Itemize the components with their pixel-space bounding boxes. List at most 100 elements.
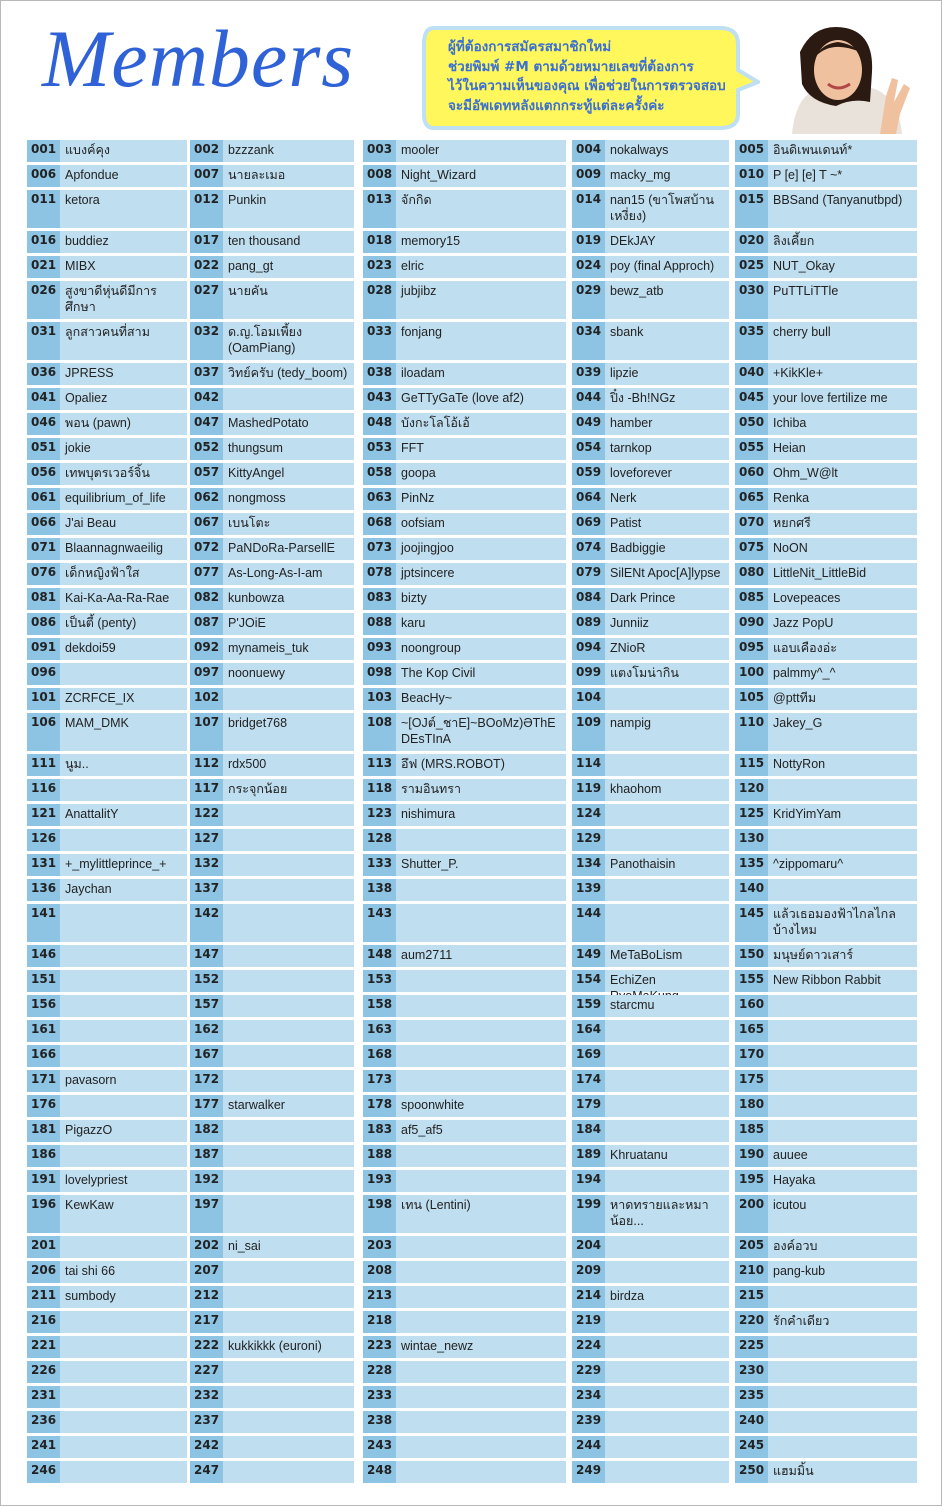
member-number: 184 (572, 1120, 605, 1142)
member-name: nishimura (401, 807, 456, 821)
member-number: 171 (27, 1070, 60, 1092)
member-cell: 168 (363, 1045, 566, 1067)
member-name: noongroup (401, 641, 461, 655)
member-cell: 191 lovelypriest (27, 1170, 187, 1192)
member-name: พอน (pawn) (65, 416, 131, 430)
member-cell: 222 kukkikkk (euroni) (190, 1336, 354, 1358)
member-name: starwalker (228, 1098, 285, 1112)
member-cell: 110 Jakey_G (735, 713, 917, 751)
member-name: Khruatanu (610, 1148, 668, 1162)
member-number: 153 (363, 970, 396, 992)
member-name: starcmu (610, 998, 655, 1012)
member-cell: 051 jokie (27, 438, 187, 460)
member-name: แล้วเธอมองฟ้าไกลไกลบ้างไหม (773, 907, 896, 937)
member-number: 202 (190, 1236, 223, 1258)
member-cell: 132 (190, 854, 354, 876)
member-cell: 192 (190, 1170, 354, 1192)
member-number: 229 (572, 1361, 605, 1383)
member-name: Blaannagnwaeilig (65, 541, 163, 555)
member-cell: 101 ZCRFCE_IX (27, 688, 187, 710)
member-number: 147 (190, 945, 223, 967)
member-number: 084 (572, 588, 605, 610)
member-cell: 022 pang_gt (190, 256, 354, 278)
member-number: 034 (572, 322, 605, 360)
member-cell: 075 NoON (735, 538, 917, 560)
member-number: 010 (735, 165, 768, 187)
member-cell: 219 (572, 1311, 729, 1333)
note-line: จะมีอัพเดทหลังแตกกระทู้แต่ละครั้งค่ะ (448, 97, 665, 114)
member-cell: 218 (363, 1311, 566, 1333)
member-number: 146 (27, 945, 60, 967)
member-name: SilENt Apoc[A]lypse (610, 566, 721, 580)
member-name: FFT (401, 441, 424, 455)
member-cell: 126 (27, 829, 187, 851)
member-number: 136 (27, 879, 60, 901)
member-number: 114 (572, 754, 605, 776)
member-cell: 116 (27, 779, 187, 801)
member-cell: 104 (572, 688, 729, 710)
member-number: 177 (190, 1095, 223, 1117)
member-number: 032 (190, 322, 223, 360)
member-name: pavasorn (65, 1073, 117, 1087)
member-cell: 012 Punkin (190, 190, 354, 228)
member-cell: 149 MeTaBoLism (572, 945, 729, 967)
member-cell: 214 birdza (572, 1286, 729, 1308)
member-cell: 151 (27, 970, 187, 992)
member-number: 196 (27, 1195, 60, 1233)
member-cell: 156 (27, 995, 187, 1017)
member-cell: 013 จักกิด (363, 190, 566, 228)
member-number: 179 (572, 1095, 605, 1117)
member-cell: 005 อินดิเพนเดนท์* (735, 140, 917, 162)
member-number: 132 (190, 854, 223, 876)
member-name: bewz_atb (610, 284, 664, 298)
member-number: 204 (572, 1236, 605, 1258)
member-number: 004 (572, 140, 605, 162)
member-number: 081 (27, 588, 60, 610)
member-number: 190 (735, 1145, 768, 1167)
member-cell: 203 (363, 1236, 566, 1258)
member-name: Jazz PopU (773, 616, 834, 630)
member-cell: 113 อึฟ (MRS.ROBOT) (363, 754, 566, 776)
member-cell: 095 แอบเคืองอ่ะ (735, 638, 917, 660)
member-cell: 100 palmmy^_^ (735, 663, 917, 685)
member-cell: 224 (572, 1336, 729, 1358)
member-number: 046 (27, 413, 60, 435)
member-cell: 195 Hayaka (735, 1170, 917, 1192)
member-number: 100 (735, 663, 768, 685)
member-number: 006 (27, 165, 60, 187)
member-cell: 002 bzzzank (190, 140, 354, 162)
member-cell: 177 starwalker (190, 1095, 354, 1117)
member-cell: 239 (572, 1411, 729, 1433)
member-cell: 146 (27, 945, 187, 967)
member-number: 115 (735, 754, 768, 776)
member-cell: 185 (735, 1120, 917, 1142)
member-cell: 045 your love fertilize me (735, 388, 917, 410)
member-name: sumbody (65, 1289, 116, 1303)
member-number: 162 (190, 1020, 223, 1042)
member-number: 194 (572, 1170, 605, 1192)
member-cell: 136 Jaychan (27, 879, 187, 901)
member-number: 064 (572, 488, 605, 510)
member-number: 167 (190, 1045, 223, 1067)
member-cell: 053 FFT (363, 438, 566, 460)
member-number: 226 (27, 1361, 60, 1383)
member-name: BeacHy~ (401, 691, 453, 705)
member-name: kunbowza (228, 591, 285, 605)
member-number: 137 (190, 879, 223, 901)
member-number: 099 (572, 663, 605, 685)
member-number: 120 (735, 779, 768, 801)
member-number: 017 (190, 231, 223, 253)
member-cell: 133 Shutter_P. (363, 854, 566, 876)
member-number: 246 (27, 1461, 60, 1483)
member-cell: 164 (572, 1020, 729, 1042)
member-number: 090 (735, 613, 768, 635)
member-cell: 106 MAM_DMK (27, 713, 187, 751)
member-cell: 038 iloadam (363, 363, 566, 385)
member-cell: 006 Apfondue (27, 165, 187, 187)
member-name: จักกิด (401, 193, 432, 207)
member-number: 116 (27, 779, 60, 801)
member-name: buddiez (65, 234, 109, 248)
member-number: 014 (572, 190, 605, 228)
member-name: NoON (773, 541, 808, 555)
member-number: 197 (190, 1195, 223, 1233)
